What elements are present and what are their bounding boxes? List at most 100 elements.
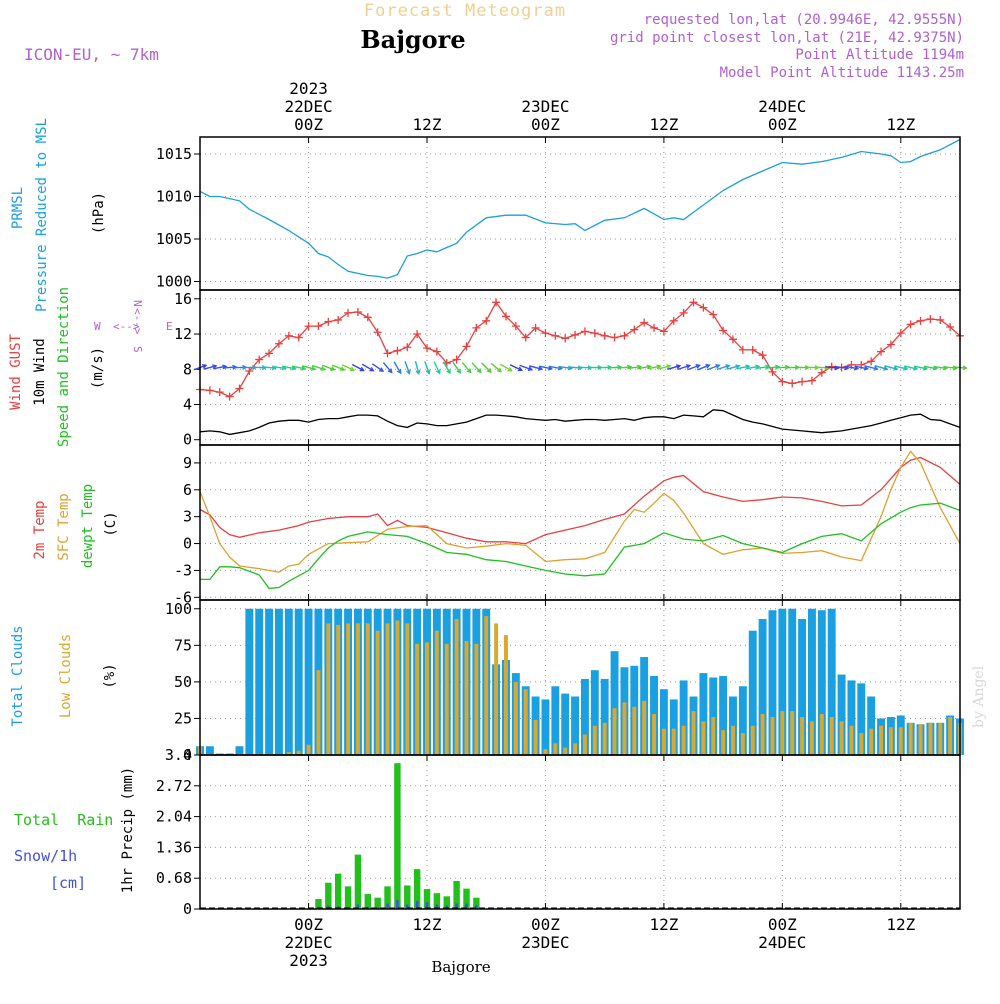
bar-low-clouds [356,623,360,755]
y-tick-label: 1015 [156,145,192,163]
gust-marker [620,332,628,340]
product-title: Forecast Meteogram [364,1,566,21]
bar-rain [394,763,400,909]
bar-total-clouds [255,609,263,755]
total-clouds-label: Total Clouds [10,625,26,726]
bar-low-clouds [721,730,725,755]
bar-low-clouds [869,729,873,755]
prmsl-long-label: Pressure Reduced to MSL [34,118,50,312]
gust-marker [393,347,401,355]
bar-low-clouds [731,726,735,755]
panel-frame [200,600,960,755]
bar-low-clouds [425,642,429,755]
bar-low-clouds [435,631,439,755]
bar-low-clouds [593,726,597,755]
bar-low-clouds [761,714,765,755]
bar-low-clouds [583,735,587,755]
location-title: Bajgore [360,25,465,54]
bar-low-clouds [524,689,528,755]
gust-marker [591,329,599,337]
bar-low-clouds [613,708,617,755]
model-label: ICON-EU, ~ 7km [24,45,159,64]
y-tick-label: 1005 [156,230,192,248]
bar-low-clouds [899,727,903,755]
y-tick-label: 6 [183,481,192,499]
bar-low-clouds [395,620,399,755]
bottom-time-label: 22DEC [284,933,332,952]
temp-unit: (C) [103,511,119,536]
series-line-10m-wind [200,410,960,435]
gust-marker [364,313,372,321]
bar-low-clouds [573,743,577,755]
bar-low-clouds [662,729,666,755]
top-time-label: 23DEC [521,97,569,116]
bar-low-clouds [879,726,883,755]
bar-low-clouds [386,623,390,755]
gust-marker [374,328,382,336]
y-tick-label: -3 [174,561,192,579]
y-tick-label: 3.4 [165,746,192,764]
compass-vert-arrows: <--> [131,308,144,335]
top-time-label: 00Z [294,115,323,134]
rain-label: Total Rain [14,811,113,829]
bar-low-clouds [751,726,755,755]
bar-low-clouds [494,623,498,755]
gust-marker [917,317,925,325]
bar-low-clouds [632,707,636,755]
y-tick-label: 2.04 [156,808,192,826]
bar-low-clouds [948,717,952,755]
bar-total-clouds [206,746,214,755]
bar-low-clouds [859,733,863,755]
bar-low-clouds [563,748,567,755]
bar-low-clouds [553,743,557,755]
panel-frame [200,445,960,600]
bottom-time-label: 00Z [531,915,560,934]
gust-marker [354,308,362,316]
gust-marker [788,379,796,387]
top-time-label: 12Z [649,115,678,134]
bar-low-clouds [455,619,459,755]
bar-total-clouds [305,609,313,755]
bar-low-clouds [800,717,804,755]
bar-low-clouds [790,711,794,755]
gust-marker [551,332,559,340]
gust-marker [216,388,224,396]
t2m-label: 2m Temp [32,500,48,559]
prmsl-label: PRMSL [10,187,26,229]
bar-low-clouds [465,641,469,755]
bar-low-clouds [642,701,646,755]
bar-low-clouds [622,702,626,755]
y-tick-label: 50 [174,673,192,691]
top-time-label: 22DEC [284,97,332,116]
series-line-prmsl [200,140,960,279]
top-time-label: 24DEC [758,97,806,116]
gust-marker [561,334,569,342]
bar-low-clouds [366,623,370,755]
gust-marker [482,317,490,325]
bar-low-clouds [889,727,893,755]
wind-arrow [482,363,491,372]
top-time-label: 00Z [531,115,560,134]
compass-icon: W <--> E N <--> S [94,300,173,353]
point-altitude: Point Altitude 1194m [795,47,964,63]
y-tick-label: 0.68 [156,869,192,887]
gust-marker [384,349,392,357]
wind-unit: (m/s) [90,347,106,389]
bar-low-clouds [534,720,538,755]
y-tick-label: 4 [183,395,192,413]
bar-total-clouds [236,746,244,755]
bottom-time-label: 23DEC [521,933,569,952]
credit-label: by Angel [971,665,987,728]
wind-arrow [372,364,383,371]
gridpoint-coords: grid point closest lon,lat (21E, 42.9375… [610,30,964,46]
bar-rain [335,874,341,909]
bottom-time-label: 00Z [294,915,323,934]
y-tick-label: 12 [174,325,192,343]
gust-label: Wind GUST [8,334,24,410]
gust-marker [324,318,332,326]
bar-low-clouds [316,670,320,755]
gust-marker [601,332,609,340]
gust-marker [759,351,767,359]
y-tick-label: 25 [174,709,192,727]
